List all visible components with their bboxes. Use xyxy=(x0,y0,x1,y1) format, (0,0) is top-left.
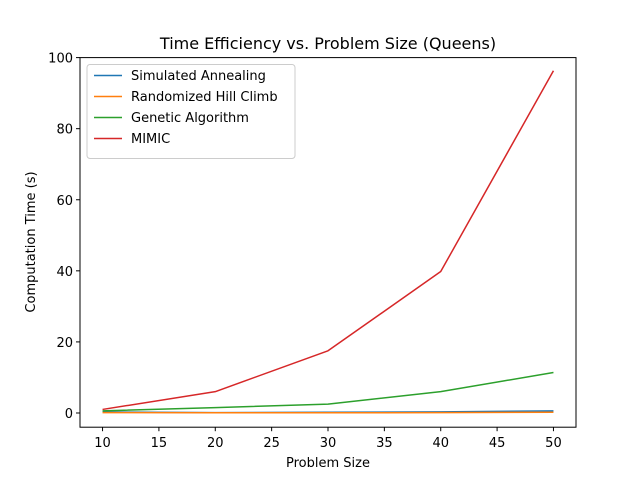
y-tick-label: 60 xyxy=(56,194,73,209)
x-tick-label: 45 xyxy=(489,436,506,451)
chart-title: Time Efficiency vs. Problem Size (Queens… xyxy=(159,34,496,53)
legend-label: Genetic Algorithm xyxy=(131,111,249,126)
x-tick-label: 50 xyxy=(545,436,562,451)
series-line-randomized-hill-climb xyxy=(102,411,554,414)
y-tick-label: 0 xyxy=(65,407,73,422)
x-tick-label: 40 xyxy=(432,436,449,451)
y-tick-label: 40 xyxy=(56,265,73,280)
x-tick-label: 35 xyxy=(376,436,393,451)
x-axis: 10 15 20 25 30 35 40 45 50 xyxy=(94,427,562,451)
y-tick-label: 100 xyxy=(48,52,73,67)
legend-label: Randomized Hill Climb xyxy=(131,90,278,105)
legend-label: MIMIC xyxy=(131,132,170,147)
x-tick-label: 30 xyxy=(320,436,337,451)
series-line-mimic xyxy=(102,70,555,411)
y-axis-label: Computation Time (s) xyxy=(24,171,39,312)
legend-label: Simulated Annealing xyxy=(131,69,266,84)
plot-area xyxy=(102,70,555,414)
legend-box xyxy=(86,64,296,159)
y-tick-label: 20 xyxy=(56,336,73,351)
x-tick-label: 20 xyxy=(207,436,224,451)
x-axis-label: Problem Size xyxy=(286,456,370,471)
y-tick-label: 80 xyxy=(56,123,73,138)
x-tick-label: 15 xyxy=(151,436,168,451)
y-axis: 0 20 40 60 80 100 xyxy=(48,52,80,422)
x-tick-label: 25 xyxy=(263,436,280,451)
legend: Simulated Annealing Randomized Hill Climb… xyxy=(86,64,296,159)
x-tick-label: 10 xyxy=(94,436,111,451)
series-line-genetic-algorithm xyxy=(102,371,554,412)
